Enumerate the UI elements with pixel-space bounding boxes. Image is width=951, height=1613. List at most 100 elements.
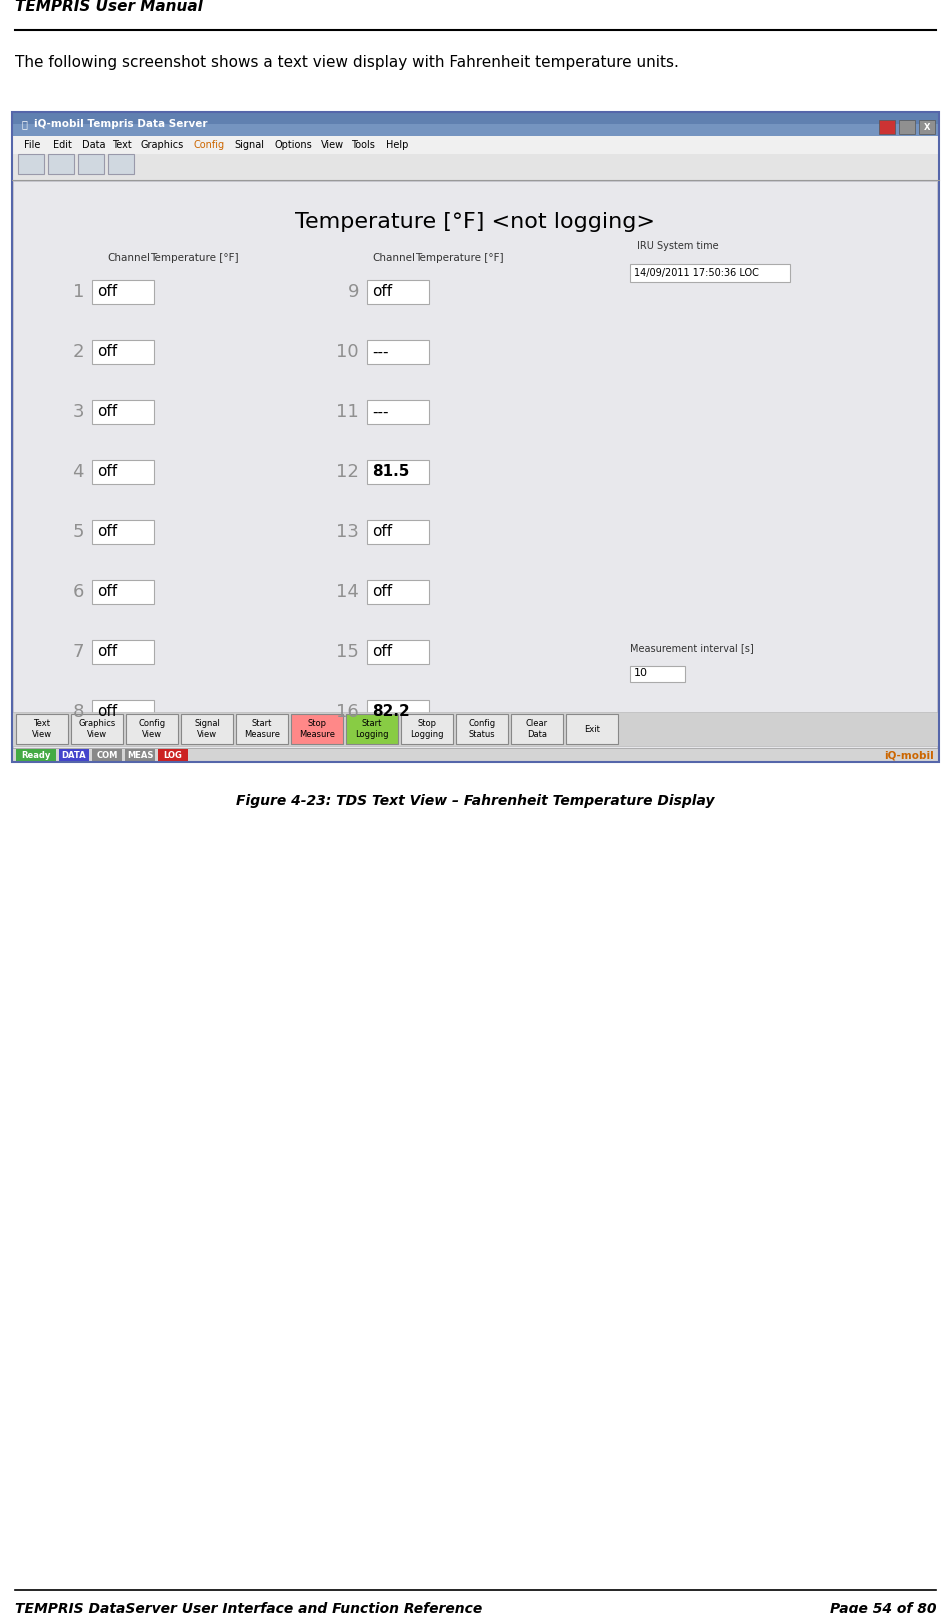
Text: TEMPRIS DataServer User Interface and Function Reference: TEMPRIS DataServer User Interface and Fu… xyxy=(15,1602,482,1613)
Text: 🖥: 🖥 xyxy=(21,119,27,129)
Text: Clear
Data: Clear Data xyxy=(526,719,548,739)
FancyBboxPatch shape xyxy=(12,153,939,181)
FancyBboxPatch shape xyxy=(126,715,178,744)
Text: 4: 4 xyxy=(72,463,84,481)
Text: 15: 15 xyxy=(336,644,359,661)
FancyBboxPatch shape xyxy=(78,153,104,174)
Text: Data: Data xyxy=(83,140,106,150)
Text: Temperature [°F] <not logging>: Temperature [°F] <not logging> xyxy=(295,211,655,232)
Text: off: off xyxy=(97,705,117,719)
FancyBboxPatch shape xyxy=(14,182,937,760)
Text: Edit: Edit xyxy=(53,140,72,150)
Text: File: File xyxy=(24,140,40,150)
FancyBboxPatch shape xyxy=(181,715,233,744)
Text: DATA: DATA xyxy=(62,750,87,760)
FancyBboxPatch shape xyxy=(12,111,939,135)
FancyBboxPatch shape xyxy=(48,153,74,174)
FancyBboxPatch shape xyxy=(367,400,429,424)
Text: off: off xyxy=(97,465,117,479)
FancyBboxPatch shape xyxy=(630,666,685,682)
FancyBboxPatch shape xyxy=(92,281,154,303)
FancyBboxPatch shape xyxy=(456,715,508,744)
Text: X: X xyxy=(923,123,930,132)
FancyBboxPatch shape xyxy=(92,700,154,724)
Text: Temperature [°F]: Temperature [°F] xyxy=(150,253,239,263)
FancyBboxPatch shape xyxy=(92,460,154,484)
FancyBboxPatch shape xyxy=(12,711,939,745)
FancyBboxPatch shape xyxy=(92,748,122,761)
Text: ---: --- xyxy=(372,405,389,419)
FancyBboxPatch shape xyxy=(92,519,154,544)
FancyBboxPatch shape xyxy=(367,581,429,603)
Text: iQ-mobil: iQ-mobil xyxy=(884,750,934,760)
FancyBboxPatch shape xyxy=(367,640,429,665)
FancyBboxPatch shape xyxy=(511,715,563,744)
Text: The following screenshot shows a text view display with Fahrenheit temperature u: The following screenshot shows a text vi… xyxy=(15,55,679,69)
Text: off: off xyxy=(97,284,117,300)
Text: off: off xyxy=(97,405,117,419)
Text: Figure 4-23: TDS Text View – Fahrenheit Temperature Display: Figure 4-23: TDS Text View – Fahrenheit … xyxy=(236,794,714,808)
Text: Signal: Signal xyxy=(234,140,264,150)
FancyBboxPatch shape xyxy=(236,715,288,744)
Text: Start
Measure: Start Measure xyxy=(244,719,280,739)
Text: Text: Text xyxy=(111,140,131,150)
FancyBboxPatch shape xyxy=(59,748,89,761)
Text: Channel: Channel xyxy=(372,253,415,263)
Text: off: off xyxy=(372,584,392,600)
Text: Stop
Measure: Stop Measure xyxy=(299,719,335,739)
Text: IRU System time: IRU System time xyxy=(637,240,719,252)
FancyBboxPatch shape xyxy=(92,640,154,665)
Text: Ready: Ready xyxy=(21,750,50,760)
Text: 2: 2 xyxy=(72,344,84,361)
FancyBboxPatch shape xyxy=(367,281,429,303)
Text: 10: 10 xyxy=(337,344,359,361)
Text: Exit: Exit xyxy=(584,724,600,734)
Text: Text
View: Text View xyxy=(32,719,52,739)
Text: View: View xyxy=(321,140,344,150)
FancyBboxPatch shape xyxy=(367,340,429,365)
Text: LOG: LOG xyxy=(164,750,183,760)
FancyBboxPatch shape xyxy=(566,715,618,744)
Text: 11: 11 xyxy=(337,403,359,421)
Text: 13: 13 xyxy=(336,523,359,540)
FancyBboxPatch shape xyxy=(16,748,56,761)
Text: Graphics: Graphics xyxy=(141,140,184,150)
FancyBboxPatch shape xyxy=(12,748,939,761)
Text: 6: 6 xyxy=(72,582,84,602)
FancyBboxPatch shape xyxy=(879,119,895,134)
Text: off: off xyxy=(97,524,117,539)
FancyBboxPatch shape xyxy=(899,119,915,134)
FancyBboxPatch shape xyxy=(92,581,154,603)
Text: iQ-mobil Tempris Data Server: iQ-mobil Tempris Data Server xyxy=(34,119,207,129)
Text: 9: 9 xyxy=(347,282,359,302)
FancyBboxPatch shape xyxy=(158,748,188,761)
Text: Options: Options xyxy=(275,140,313,150)
Text: 16: 16 xyxy=(337,703,359,721)
Text: 3: 3 xyxy=(72,403,84,421)
FancyBboxPatch shape xyxy=(346,715,398,744)
Text: TEMPRIS User Manual: TEMPRIS User Manual xyxy=(15,0,203,15)
FancyBboxPatch shape xyxy=(108,153,134,174)
Text: 10: 10 xyxy=(634,668,648,677)
Text: off: off xyxy=(97,645,117,660)
FancyBboxPatch shape xyxy=(18,153,44,174)
Text: 7: 7 xyxy=(72,644,84,661)
Text: off: off xyxy=(97,584,117,600)
FancyBboxPatch shape xyxy=(919,119,935,134)
Text: off: off xyxy=(372,524,392,539)
Text: 12: 12 xyxy=(336,463,359,481)
Text: 5: 5 xyxy=(72,523,84,540)
Text: Signal
View: Signal View xyxy=(194,719,220,739)
FancyBboxPatch shape xyxy=(367,519,429,544)
FancyBboxPatch shape xyxy=(291,715,343,744)
Text: Tools: Tools xyxy=(351,140,375,150)
FancyBboxPatch shape xyxy=(92,340,154,365)
Text: MEAS: MEAS xyxy=(126,750,153,760)
Text: Measurement interval [s]: Measurement interval [s] xyxy=(630,644,754,653)
Text: ---: --- xyxy=(372,345,389,360)
FancyBboxPatch shape xyxy=(16,715,68,744)
Text: off: off xyxy=(372,284,392,300)
FancyBboxPatch shape xyxy=(12,135,939,153)
FancyBboxPatch shape xyxy=(630,265,790,282)
Text: Config
Status: Config Status xyxy=(469,719,495,739)
